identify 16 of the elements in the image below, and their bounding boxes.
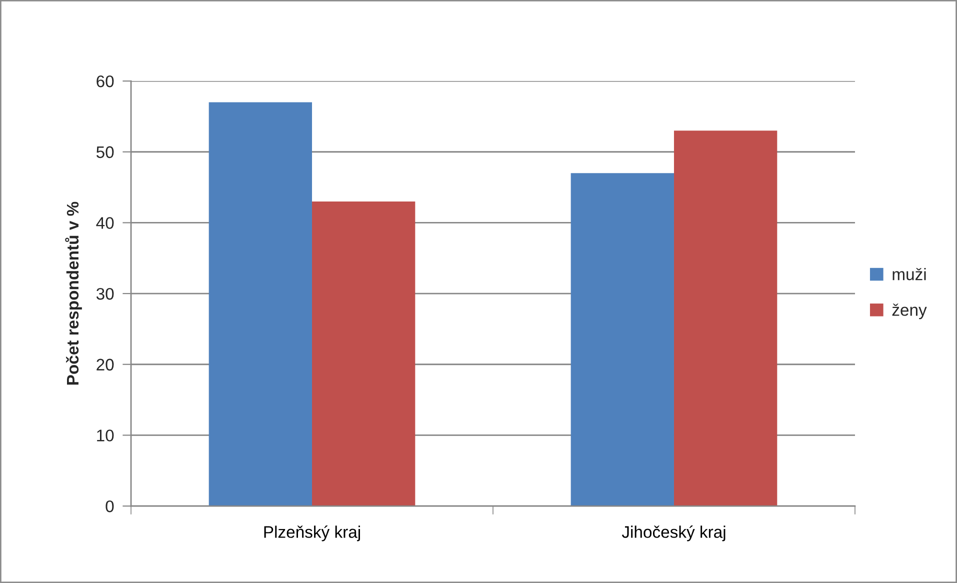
legend-label: ženy <box>892 304 927 320</box>
y-tick-label: 40 <box>96 217 114 229</box>
legend-label: muži <box>892 268 926 280</box>
y-tick-label: 30 <box>96 288 114 300</box>
bar <box>674 130 778 506</box>
y-tick-label: 10 <box>97 430 114 442</box>
bar <box>208 102 312 506</box>
bar <box>570 173 674 506</box>
y-tick-label: 50 <box>96 146 114 158</box>
y-tick-label: 20 <box>96 358 114 371</box>
y-axis-title: Počet respondentů v % <box>65 202 82 385</box>
x-tick-label: Plzeňský kraj <box>264 525 360 542</box>
y-tick-label: 60 <box>96 75 114 88</box>
x-tick-label: Jihočeský kraj <box>622 525 726 542</box>
y-tick-label: 0 <box>106 500 114 512</box>
bar <box>312 201 416 506</box>
